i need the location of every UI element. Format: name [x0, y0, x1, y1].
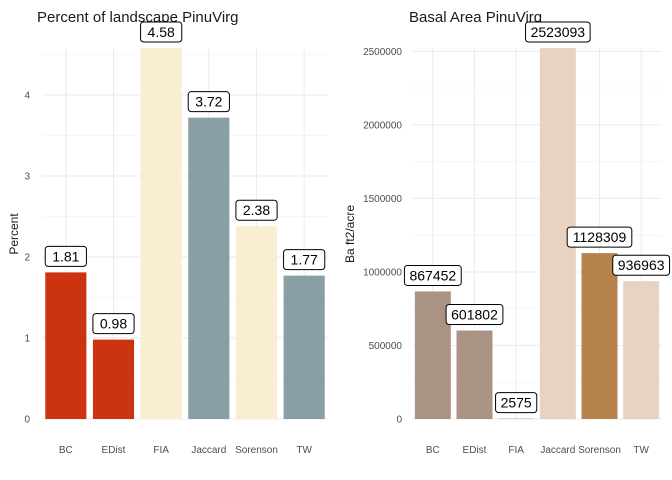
bar-fia [140, 48, 182, 419]
x-tick-label: EDist [463, 445, 487, 456]
y-tick-label: 2 [24, 252, 30, 263]
data-label-bc: 1.81 [44, 245, 87, 267]
data-labels: 1.81 0.98 4.58 3.72 2.38 1.77 [44, 21, 326, 335]
x-tick-label: Sorenson [578, 445, 621, 456]
bar-tw [283, 275, 325, 419]
bar-jaccard [188, 117, 230, 419]
data-label-text: 4.58 [148, 24, 175, 40]
data-label-fia: 2575 [495, 392, 538, 414]
data-label-jaccard: 3.72 [187, 91, 230, 113]
chart-title: Basal Area PinuVirg [409, 9, 542, 26]
y-tick-label: 2000000 [363, 120, 402, 131]
y-tick-label: 2500000 [363, 47, 402, 58]
data-label-text: 1.77 [291, 252, 318, 268]
y-axis-label: Percent [7, 213, 21, 255]
data-label-text: 3.72 [195, 94, 222, 110]
data-label-box [235, 199, 278, 221]
data-label-box [187, 91, 230, 113]
data-label-text: 936963 [618, 257, 665, 273]
percent-landscape-panel: Percent of landscape PinuVirg Percent 0 1… [7, 9, 328, 456]
bar-tw [623, 281, 660, 419]
data-label-tw: 936963 [612, 254, 671, 276]
x-tick-label: EDist [102, 445, 126, 456]
data-label-text: 1128309 [573, 229, 627, 245]
data-label-sorenson: 1128309 [566, 226, 633, 248]
x-tick-label: BC [426, 445, 440, 456]
data-label-box [283, 249, 326, 271]
y-axis-label: Ba ft2/acre [343, 205, 357, 263]
bar-sorenson [235, 226, 278, 419]
bar-bc [414, 291, 451, 419]
data-label-edist: 0.98 [92, 313, 135, 335]
y-tick-labels: 0 500000 1000000 1500000 2000000 2500000 [363, 47, 402, 426]
x-tick-label: Sorenson [235, 445, 278, 456]
bar-edist [456, 330, 493, 419]
y-tick-label: 500000 [369, 341, 403, 352]
y-tick-label: 1 [24, 333, 30, 344]
x-tick-label: FIA [508, 445, 524, 456]
data-label-box [140, 21, 183, 43]
data-label-box [525, 21, 591, 43]
data-label-text: 2.38 [243, 202, 270, 218]
y-tick-labels: 0 1 2 3 4 [24, 90, 30, 425]
data-label-text: 2523093 [531, 24, 586, 40]
x-tick-labels: BC EDist FIA Jaccard Sorenson TW [426, 445, 650, 456]
data-label-text: 867452 [409, 267, 456, 283]
data-label-edist: 601802 [445, 304, 504, 326]
y-tick-label: 1000000 [363, 267, 402, 278]
data-label-text: 1.81 [52, 248, 79, 264]
basal-area-panel: Basal Area PinuVirg Ba ft2/acre 0 500000 1… [343, 9, 671, 456]
chart-title: Percent of landscape PinuVirg [37, 9, 239, 26]
data-label-text: 601802 [451, 307, 498, 323]
data-label-box [445, 304, 504, 326]
x-tick-label: BC [59, 445, 73, 456]
y-tick-label: 0 [24, 415, 30, 426]
x-tick-labels: BC EDist FIA Jaccard Sorenson TW [59, 445, 313, 456]
data-label-tw: 1.77 [283, 249, 326, 271]
x-tick-label: TW [633, 445, 649, 456]
bar-edist [92, 339, 135, 419]
x-tick-label: TW [296, 445, 312, 456]
x-tick-label: Jaccard [540, 445, 575, 456]
bar-sorenson [581, 253, 618, 419]
data-label-box [403, 264, 462, 286]
bar-bc [45, 272, 87, 419]
data-label-box [44, 245, 87, 267]
x-tick-label: FIA [153, 445, 169, 456]
data-label-box [495, 392, 538, 414]
y-tick-label: 1500000 [363, 194, 402, 205]
data-label-sorenson: 2.38 [235, 199, 278, 221]
data-label-box [566, 226, 633, 248]
y-tick-label: 0 [396, 415, 402, 426]
x-tick-label: Jaccard [191, 445, 226, 456]
data-label-jaccard: 2523093 [525, 21, 591, 43]
bars [45, 48, 325, 419]
data-label-box [612, 254, 671, 276]
data-labels: 867452 601802 2575 2523093 1128309 936963 [403, 21, 671, 414]
data-label-text: 0.98 [100, 316, 127, 332]
y-tick-label: 4 [24, 90, 30, 101]
data-label-bc: 867452 [403, 264, 462, 286]
data-label-box [92, 313, 135, 335]
data-label-text: 2575 [501, 395, 532, 411]
y-tick-label: 3 [24, 171, 30, 182]
data-label-fia: 4.58 [140, 21, 183, 43]
